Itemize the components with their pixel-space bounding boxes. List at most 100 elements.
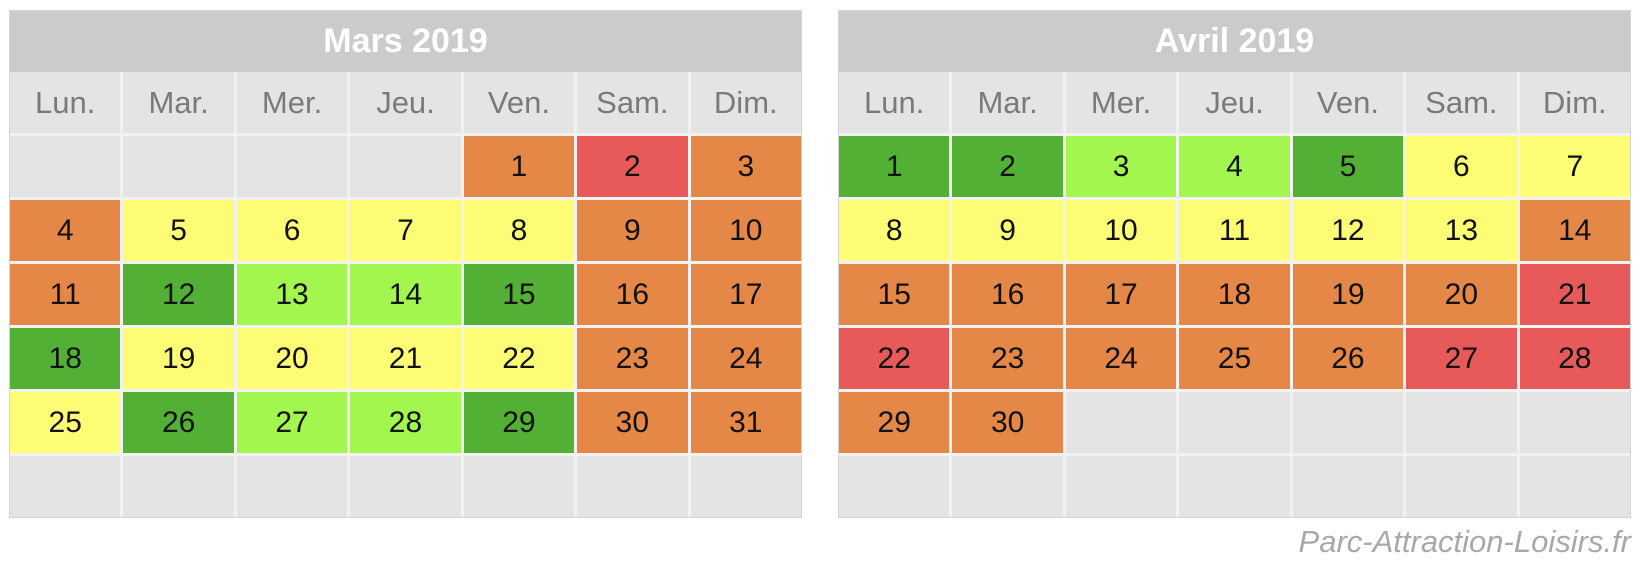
empty-day-cell (1065, 456, 1177, 517)
day-cell: 20 (236, 328, 348, 389)
weekday-header: Sam. (577, 72, 688, 133)
day-cell: 15 (463, 264, 575, 325)
day-cell: 20 (1406, 264, 1517, 325)
day-cell: 5 (123, 200, 234, 261)
day-cell: 24 (1065, 328, 1177, 389)
day-cell: 12 (123, 264, 234, 325)
weekday-header: Dim. (1519, 72, 1630, 133)
day-cell: 4 (10, 200, 121, 261)
empty-day-cell (839, 456, 950, 517)
day-cell: 26 (1292, 328, 1404, 389)
day-cell: 17 (690, 264, 801, 325)
day-cell: 29 (463, 392, 575, 453)
day-cell: 4 (1179, 136, 1290, 197)
empty-day-cell (1065, 392, 1177, 453)
day-cell: 10 (1065, 200, 1177, 261)
empty-day-cell (1406, 392, 1517, 453)
empty-day-cell (1292, 456, 1404, 517)
month-title: Mars 2019 (10, 11, 801, 72)
day-cell: 8 (463, 200, 575, 261)
day-cell: 27 (236, 392, 348, 453)
day-cell: 7 (1519, 136, 1630, 197)
day-cell: 23 (952, 328, 1063, 389)
empty-day-cell (952, 456, 1063, 517)
empty-day-cell (577, 456, 688, 517)
empty-day-cell (236, 136, 348, 197)
empty-day-cell (463, 456, 575, 517)
day-cell: 25 (1179, 328, 1290, 389)
weekday-header: Lun. (839, 72, 950, 133)
day-cell: 19 (1292, 264, 1404, 325)
day-cell: 28 (350, 392, 461, 453)
day-cell: 18 (1179, 264, 1290, 325)
weekday-header: Lun. (10, 72, 121, 133)
empty-day-cell (350, 456, 461, 517)
day-cell: 5 (1292, 136, 1404, 197)
day-cell: 1 (839, 136, 950, 197)
day-cell: 25 (10, 392, 121, 453)
day-cell: 14 (1519, 200, 1630, 261)
day-cell: 15 (839, 264, 950, 325)
day-cell: 9 (577, 200, 688, 261)
day-cell: 22 (463, 328, 575, 389)
site-watermark: Parc-Attraction-Loisirs.fr (1298, 524, 1631, 559)
month-title: Avril 2019 (839, 11, 1630, 72)
day-cell: 11 (1179, 200, 1290, 261)
day-cell: 9 (952, 200, 1063, 261)
day-cell: 16 (577, 264, 688, 325)
calendar-grid: Lun. Mar. Mer. Jeu. Ven. Sam. Dim. 1 2 3 4 5 6 7 8 9 10 1… (839, 72, 1630, 517)
day-cell: 7 (350, 200, 461, 261)
day-cell: 2 (952, 136, 1063, 197)
day-cell: 30 (577, 392, 688, 453)
empty-day-cell (1406, 456, 1517, 517)
empty-day-cell (123, 456, 234, 517)
day-cell: 10 (690, 200, 801, 261)
day-cell: 31 (690, 392, 801, 453)
day-cell: 27 (1406, 328, 1517, 389)
empty-day-cell (236, 456, 348, 517)
day-cell: 11 (10, 264, 121, 325)
empty-day-cell (1179, 456, 1290, 517)
day-cell: 24 (690, 328, 801, 389)
empty-day-cell (690, 456, 801, 517)
weekday-header: Jeu. (1179, 72, 1290, 133)
day-cell: 3 (690, 136, 801, 197)
day-cell: 13 (1406, 200, 1517, 261)
weekday-header: Mar. (123, 72, 234, 133)
weekday-header: Mer. (236, 72, 348, 133)
day-cell: 23 (577, 328, 688, 389)
calendar-april: Avril 2019 Lun. Mar. Mer. Jeu. Ven. Sam. Dim. 1… (838, 10, 1631, 518)
empty-day-cell (1519, 456, 1630, 517)
day-cell: 26 (123, 392, 234, 453)
day-cell: 21 (1519, 264, 1630, 325)
day-cell: 1 (463, 136, 575, 197)
day-cell: 21 (350, 328, 461, 389)
empty-day-cell (123, 136, 234, 197)
empty-day-cell (10, 136, 121, 197)
day-cell: 3 (1065, 136, 1177, 197)
day-cell: 19 (123, 328, 234, 389)
day-cell: 14 (350, 264, 461, 325)
day-cell: 18 (10, 328, 121, 389)
weekday-header: Ven. (463, 72, 575, 133)
empty-day-cell (1292, 392, 1404, 453)
weekday-header: Mer. (1065, 72, 1177, 133)
day-cell: 2 (577, 136, 688, 197)
empty-day-cell (350, 136, 461, 197)
weekday-header: Dim. (690, 72, 801, 133)
empty-day-cell (1519, 392, 1630, 453)
day-cell: 6 (1406, 136, 1517, 197)
day-cell: 22 (839, 328, 950, 389)
day-cell: 6 (236, 200, 348, 261)
calendar-grid: Lun. Mar. Mer. Jeu. Ven. Sam. Dim. 1 2 3 4 5 6 7 8 9 10 1… (10, 72, 801, 517)
empty-day-cell (1179, 392, 1290, 453)
day-cell: 13 (236, 264, 348, 325)
day-cell: 8 (839, 200, 950, 261)
day-cell: 30 (952, 392, 1063, 453)
day-cell: 12 (1292, 200, 1404, 261)
calendar-march: Mars 2019 Lun. Mar. Mer. Jeu. Ven. Sam. Dim. 1 2… (9, 10, 802, 518)
day-cell: 17 (1065, 264, 1177, 325)
weekday-header: Sam. (1406, 72, 1517, 133)
day-cell: 16 (952, 264, 1063, 325)
weekday-header: Ven. (1292, 72, 1404, 133)
